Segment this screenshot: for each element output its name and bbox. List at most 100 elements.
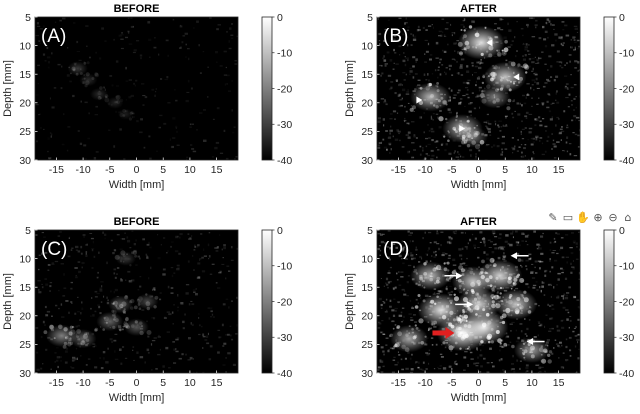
bright-speckle xyxy=(49,325,55,330)
speckle xyxy=(531,36,536,38)
speckle xyxy=(447,43,449,46)
speckle xyxy=(382,118,385,121)
image-content xyxy=(377,17,580,160)
bright-speckle xyxy=(484,271,488,275)
speckle xyxy=(160,78,163,80)
speckle xyxy=(509,243,513,247)
speckle xyxy=(578,348,580,350)
speckle xyxy=(450,350,453,352)
x-tick-label: -10 xyxy=(75,377,90,389)
bright-speckle xyxy=(85,338,90,342)
speckle xyxy=(544,45,548,48)
y-tick-label: 25 xyxy=(19,339,31,351)
speckle xyxy=(534,24,538,27)
arrowhead-marker xyxy=(486,39,493,47)
speckle xyxy=(569,319,572,322)
speckle xyxy=(139,131,143,134)
speckle xyxy=(493,56,497,58)
speckle xyxy=(380,346,384,349)
speckle xyxy=(222,345,225,347)
data-cursor-icon[interactable]: ▭ xyxy=(562,211,574,224)
speckle xyxy=(570,86,574,89)
speckle xyxy=(234,60,237,62)
speckle xyxy=(489,134,492,136)
x-tick-label: 5 xyxy=(160,377,166,389)
speckle xyxy=(469,351,473,354)
speckle xyxy=(575,96,577,98)
brush-icon[interactable]: ✎ xyxy=(548,211,558,224)
speckle xyxy=(554,240,557,243)
speckle xyxy=(107,347,109,350)
bright-speckle xyxy=(124,295,129,300)
bright-speckle xyxy=(511,344,515,349)
bright-speckle xyxy=(481,98,487,104)
speckle xyxy=(429,54,433,56)
speckle xyxy=(555,75,559,78)
speckle xyxy=(554,339,557,341)
speckle xyxy=(521,128,525,130)
speckle xyxy=(431,73,434,75)
speckle xyxy=(425,137,429,140)
bright-speckle xyxy=(115,94,121,100)
speckle xyxy=(385,337,389,339)
speckle xyxy=(535,137,538,139)
speckle xyxy=(438,35,441,37)
bright-speckle xyxy=(522,63,529,69)
speckle xyxy=(531,61,535,64)
speckle xyxy=(486,144,490,146)
speckle xyxy=(504,148,508,150)
speckle xyxy=(499,349,501,352)
speckle xyxy=(92,240,94,244)
bright-speckle xyxy=(415,326,419,330)
bright-speckle xyxy=(468,25,473,29)
speckle xyxy=(444,149,447,152)
speckle xyxy=(535,135,539,139)
home-icon[interactable]: ⌂ xyxy=(624,211,632,224)
bright-region xyxy=(69,329,97,349)
speckle xyxy=(228,270,231,272)
zoom-out-icon[interactable]: ⊖ xyxy=(608,211,618,224)
speckle xyxy=(380,140,383,143)
speckle xyxy=(396,129,399,132)
speckle xyxy=(448,111,452,114)
speckle xyxy=(435,343,438,346)
speckle xyxy=(401,258,403,260)
zoom-in-icon[interactable]: ⊕ xyxy=(593,211,603,224)
speckle xyxy=(133,82,135,85)
speckle xyxy=(565,141,568,144)
speckle xyxy=(449,241,452,245)
speckle xyxy=(544,270,547,273)
speckle xyxy=(526,23,529,26)
speckle xyxy=(425,352,429,354)
speckle xyxy=(141,309,145,311)
speckle xyxy=(219,152,224,154)
speckle xyxy=(90,315,92,317)
speckle xyxy=(393,356,396,358)
speckle xyxy=(380,74,382,77)
speckle xyxy=(562,297,565,300)
speckle xyxy=(89,56,91,59)
speckle xyxy=(446,288,448,291)
speckle xyxy=(208,358,212,361)
speckle xyxy=(476,347,478,350)
speckle xyxy=(218,336,221,339)
bright-speckle xyxy=(154,295,159,300)
speckle xyxy=(402,246,406,249)
speckle xyxy=(129,280,133,283)
speckle xyxy=(396,279,399,281)
speckle xyxy=(459,64,463,67)
speckle xyxy=(483,251,486,254)
speckle xyxy=(560,246,564,250)
speckle xyxy=(401,97,403,100)
speckle xyxy=(94,310,97,313)
panel-title: BEFORE xyxy=(114,216,160,228)
speckle xyxy=(47,269,50,271)
speckle xyxy=(512,236,514,239)
speckle xyxy=(192,358,194,360)
pan-icon[interactable]: ✋ xyxy=(576,211,590,224)
panel-title: AFTER xyxy=(460,216,497,228)
speckle xyxy=(78,59,82,61)
speckle xyxy=(560,237,564,239)
bright-speckle xyxy=(469,270,474,275)
speckle xyxy=(430,158,434,160)
